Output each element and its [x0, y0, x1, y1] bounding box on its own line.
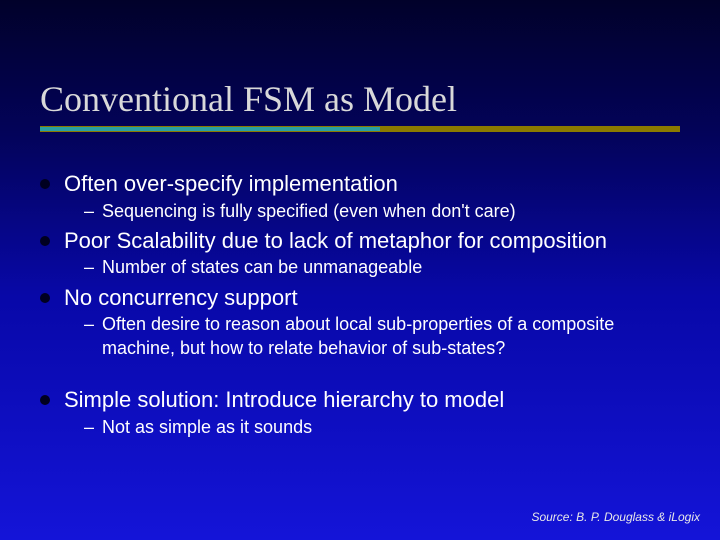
bullet-level2: – Often desire to reason about local sub…	[84, 313, 680, 360]
bullet-text: Often over-specify implementation	[64, 170, 398, 198]
title-block: Conventional FSM as Model	[40, 78, 680, 132]
bullet-text: Poor Scalability due to lack of metaphor…	[64, 227, 607, 255]
bullet-level1: Often over-specify implementation	[40, 170, 680, 198]
bullet-text: Often desire to reason about local sub-p…	[102, 313, 680, 360]
bullet-text: Sequencing is fully specified (even when…	[102, 200, 516, 223]
spacer	[40, 364, 680, 386]
bullet-text: Number of states can be unmanageable	[102, 256, 422, 279]
bullet-text: Not as simple as it sounds	[102, 416, 312, 439]
source-citation: Source: B. P. Douglass & iLogix	[531, 510, 700, 524]
bullet-dash-icon: –	[84, 416, 94, 439]
bullet-dot-icon	[40, 179, 50, 189]
bullet-level2: – Number of states can be unmanageable	[84, 256, 680, 279]
title-underline-accent	[40, 127, 380, 131]
bullet-text: No concurrency support	[64, 284, 298, 312]
bullet-dot-icon	[40, 236, 50, 246]
bullet-dot-icon	[40, 395, 50, 405]
title-underline	[40, 126, 680, 132]
bullet-text: Simple solution: Introduce hierarchy to …	[64, 386, 504, 414]
bullet-dot-icon	[40, 293, 50, 303]
bullet-dash-icon: –	[84, 200, 94, 223]
bullet-level1: No concurrency support	[40, 284, 680, 312]
slide-title: Conventional FSM as Model	[40, 78, 680, 120]
bullet-level2: – Not as simple as it sounds	[84, 416, 680, 439]
bullet-level1: Poor Scalability due to lack of metaphor…	[40, 227, 680, 255]
slide-body: Often over-specify implementation – Sequ…	[40, 170, 680, 443]
bullet-dash-icon: –	[84, 256, 94, 279]
slide: Conventional FSM as Model Often over-spe…	[0, 0, 720, 540]
bullet-dash-icon: –	[84, 313, 94, 336]
bullet-level1: Simple solution: Introduce hierarchy to …	[40, 386, 680, 414]
bullet-level2: – Sequencing is fully specified (even wh…	[84, 200, 680, 223]
